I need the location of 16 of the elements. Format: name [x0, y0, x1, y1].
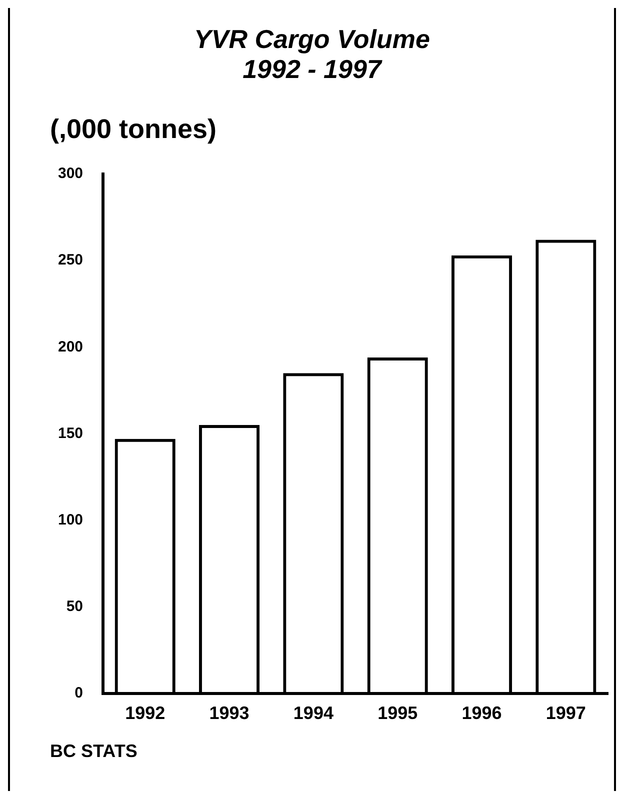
y-tick-label: 150	[58, 424, 84, 442]
x-tick-label: 1995	[378, 703, 418, 724]
y-tick-label: 50	[66, 598, 84, 615]
y-tick-label: 100	[58, 511, 84, 528]
y-tick-label: 250	[58, 252, 84, 269]
y-tick-label: 300	[58, 165, 84, 182]
y-tick-label: 200	[58, 338, 84, 356]
x-tick-label: 1993	[209, 703, 250, 724]
text: BC STATS	[50, 741, 138, 762]
x-tick-label: 1997	[546, 703, 586, 724]
y-tick-label: 0	[74, 684, 84, 702]
x-tick-label: 1996	[462, 703, 502, 724]
x-tick-label: 1994	[293, 703, 334, 724]
x-tick-label: 1992	[125, 703, 166, 724]
y-axis-title: (,000 tonnes)	[50, 114, 218, 145]
chart-title: YVR Cargo Volume 1992 - 1997	[193, 23, 431, 84]
